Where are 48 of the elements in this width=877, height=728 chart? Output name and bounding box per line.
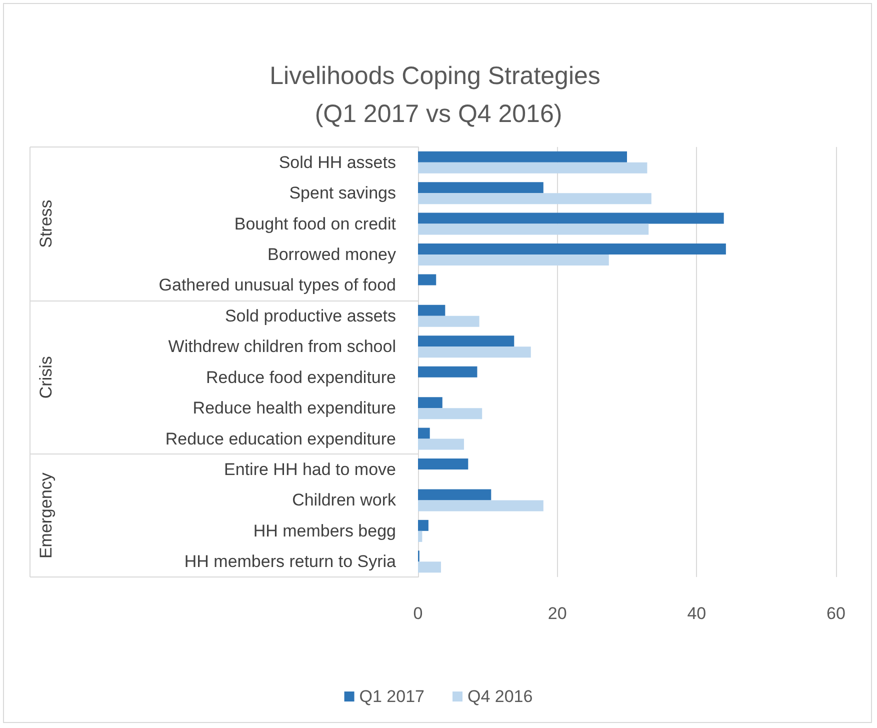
bar — [418, 212, 724, 224]
bar — [418, 428, 430, 439]
bar — [418, 500, 544, 512]
y-tick-label: Entire HH had to move — [224, 460, 396, 479]
y-tick-label: Reduce education expenditure — [165, 429, 396, 448]
y-tick-label: Sold productive assets — [224, 306, 396, 326]
bar — [418, 562, 441, 573]
y-tick-label: Withdrew children from school — [168, 337, 396, 356]
y-tick-label: Reduce food expenditure — [206, 368, 396, 387]
bar — [418, 408, 482, 420]
x-tick-label: 0 — [413, 604, 423, 623]
text: Crisis — [36, 356, 56, 399]
bar — [418, 438, 464, 450]
y-tick-label: HH members begg — [253, 521, 396, 540]
x-tick-label: 60 — [826, 604, 846, 623]
x-tick-label: 20 — [548, 604, 567, 623]
y-tick-label: HH members return to Syria — [184, 552, 397, 572]
legend-label: Q4 2016 — [468, 687, 533, 706]
bar — [418, 520, 428, 531]
legend-label: Q1 2017 — [359, 687, 425, 706]
bar — [418, 193, 652, 204]
y-tick-label: Reduce health expenditure — [192, 398, 396, 418]
bar — [418, 244, 726, 254]
bar — [418, 336, 514, 347]
bar — [418, 274, 436, 286]
bar — [418, 254, 609, 266]
bar — [418, 346, 531, 358]
bar — [418, 162, 648, 174]
bar — [418, 489, 492, 500]
bar — [418, 458, 468, 470]
y-tick-label: Gathered unusual types of food — [158, 276, 396, 295]
bar — [418, 397, 442, 408]
y-tick-label: Spent savings — [289, 184, 396, 203]
bar — [418, 530, 422, 542]
x-tick-label: 40 — [687, 604, 706, 623]
bar — [418, 366, 478, 378]
bar — [418, 182, 544, 194]
chart-title: Livelihoods Coping Strategies (Q1 2017 vs Q4 2016) — [270, 62, 608, 128]
bar — [418, 224, 649, 235]
y-tick-label: Borrowed money — [267, 245, 396, 264]
y-tick-label: Sold HH assets — [278, 152, 396, 172]
bar — [418, 304, 446, 316]
text: Stress — [36, 200, 56, 248]
text: Emergency — [36, 472, 56, 559]
bar — [418, 151, 627, 162]
bar — [418, 316, 480, 327]
y-tick-label: Bought food on credit — [234, 214, 396, 234]
y-tick-label: Children work — [292, 490, 396, 510]
